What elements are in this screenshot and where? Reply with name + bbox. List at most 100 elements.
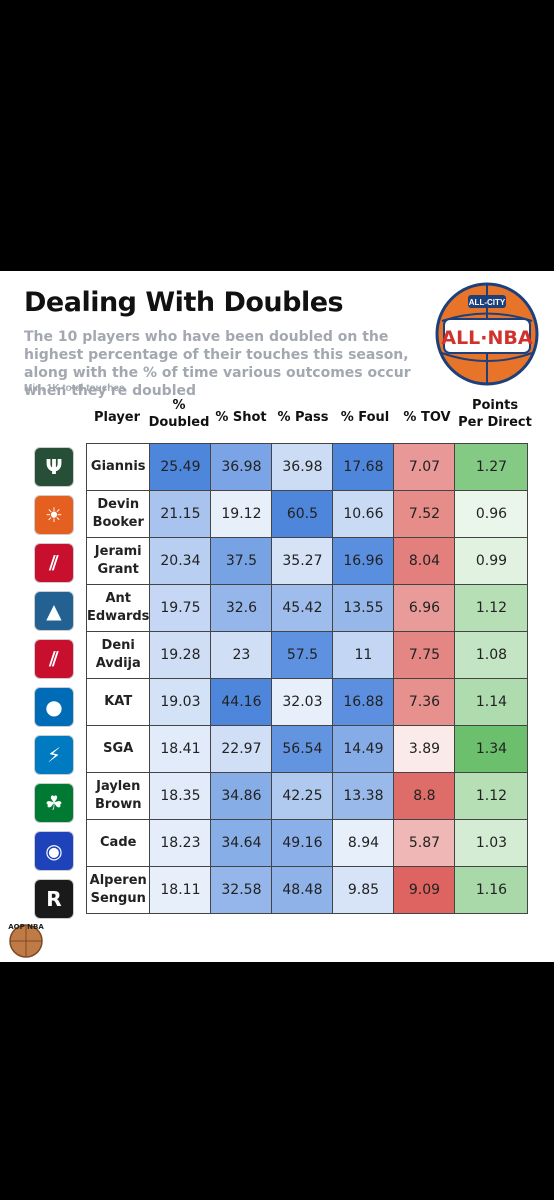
- data-cell: 60.5: [271, 490, 334, 538]
- table-row: KAT 19.03 44.16 32.03 16.88 7.36 1.14: [85, 678, 529, 726]
- team-logo-glyph: ☀: [45, 503, 63, 527]
- player-name-part: Grant: [97, 562, 139, 577]
- table-row: Giannis 25.49 36.98 36.98 17.68 7.07 1.27: [85, 443, 529, 491]
- data-cell: 1.08: [454, 631, 529, 679]
- player-name-part: Brown: [94, 797, 142, 812]
- player-name-part: Jerami: [94, 544, 142, 559]
- data-cell: 36.98: [271, 443, 334, 491]
- data-cell: 5.87: [393, 819, 456, 867]
- bucks-logo-icon: Ψ: [34, 447, 74, 487]
- team-logo-glyph: ▲: [46, 599, 62, 623]
- player-name-part: Alperen: [89, 873, 147, 888]
- data-cell: 6.96: [393, 584, 456, 632]
- data-cell: 18.35: [149, 772, 212, 820]
- table-row: Ant Edwards 19.75 32.6 45.42 13.55 6.96 1.12: [85, 584, 529, 632]
- data-cell: 10.66: [332, 490, 395, 538]
- player-name-part: Deni: [101, 638, 135, 653]
- header-doubled: % Doubled: [148, 398, 210, 430]
- data-cell: 32.03: [271, 678, 334, 726]
- data-cell: 9.85: [332, 866, 395, 914]
- player-name-part: KAT: [104, 694, 133, 709]
- header-foul: % Foul: [340, 410, 390, 425]
- pistons-logo-icon: ◉: [34, 831, 74, 871]
- data-cell: 48.48: [271, 866, 334, 914]
- data-cell: 14.49: [332, 725, 395, 773]
- stats-table: Giannis 25.49 36.98 36.98 17.68 7.07 1.27 Devin…: [85, 443, 529, 914]
- player-name-part: Devin: [97, 497, 140, 512]
- table-row: Deni Avdija 19.28 23 57.5 11 7.75 1.08: [85, 631, 529, 679]
- table-row: Devin Booker 21.15 19.12 60.5 10.66 7.52 0.96: [85, 490, 529, 538]
- header-player: Player: [93, 410, 141, 425]
- knicks-logo-icon: ●: [34, 687, 74, 727]
- data-cell: 8.04: [393, 537, 456, 585]
- celtics-logo-icon: ☘: [34, 783, 74, 823]
- data-cell: 7.07: [393, 443, 456, 491]
- player-name-part: Cade: [100, 835, 137, 850]
- rockets-logo-icon: R: [34, 879, 74, 919]
- data-cell: 8.8: [393, 772, 456, 820]
- data-cell: 1.03: [454, 819, 529, 867]
- data-cell: 18.23: [149, 819, 212, 867]
- player-name: Giannis: [85, 443, 151, 491]
- data-cell: 22.97: [210, 725, 273, 773]
- data-cell: 17.68: [332, 443, 395, 491]
- watermark-text: AOP NBA: [8, 923, 44, 931]
- data-cell: 56.54: [271, 725, 334, 773]
- data-cell: 8.94: [332, 819, 395, 867]
- player-name-part: Avdija: [95, 656, 141, 671]
- blazers-logo-icon: ⫽: [34, 543, 74, 583]
- timberwolves-logo-icon: ▲: [34, 591, 74, 631]
- chart-subtitle: The 10 players who have been doubled on …: [24, 329, 411, 399]
- data-cell: 37.5: [210, 537, 273, 585]
- chart-title: Dealing With Doubles: [24, 287, 344, 318]
- data-cell: 3.89: [393, 725, 456, 773]
- team-logo-glyph: ⫽: [49, 551, 59, 575]
- data-cell: 16.88: [332, 678, 395, 726]
- team-logo-glyph: ⚡: [46, 743, 62, 767]
- aop-nba-watermark: AOP NBA: [8, 923, 44, 958]
- data-cell: 1.34: [454, 725, 529, 773]
- data-cell: 1.12: [454, 584, 529, 632]
- data-cell: 35.27: [271, 537, 334, 585]
- logo-main-text: ALL·NBA: [441, 327, 533, 349]
- player-name: Jaylen Brown: [85, 772, 151, 820]
- table-row: Alperen Sengun 18.11 32.58 48.48 9.85 9.09 1.16: [85, 866, 529, 914]
- infographic-card: Dealing With Doubles The 10 players who …: [0, 271, 554, 962]
- data-cell: 0.99: [454, 537, 529, 585]
- header-ppd: Points Per Direct: [458, 398, 532, 430]
- player-name-part: Ant: [105, 591, 131, 606]
- player-name: Alperen Sengun: [85, 866, 151, 914]
- data-cell: 20.34: [149, 537, 212, 585]
- data-cell: 34.64: [210, 819, 273, 867]
- data-cell: 21.15: [149, 490, 212, 538]
- suns-logo-icon: ☀: [34, 495, 74, 535]
- all-nba-logo: ALL·NBA ALL-CITY: [435, 282, 539, 386]
- player-name-part: Giannis: [90, 459, 146, 474]
- team-logo-glyph: ●: [45, 695, 63, 719]
- data-cell: 0.96: [454, 490, 529, 538]
- player-name: Devin Booker: [85, 490, 151, 538]
- data-cell: 25.49: [149, 443, 212, 491]
- player-name: SGA: [85, 725, 151, 773]
- player-name-part: Jaylen: [96, 779, 141, 794]
- player-name: Cade: [85, 819, 151, 867]
- table-row: Cade 18.23 34.64 49.16 8.94 5.87 1.03: [85, 819, 529, 867]
- table-row: SGA 18.41 22.97 56.54 14.49 3.89 1.34: [85, 725, 529, 773]
- player-name: Jerami Grant: [85, 537, 151, 585]
- blazers-logo-icon: ⫽: [34, 639, 74, 679]
- team-logo-glyph: ☘: [45, 791, 63, 815]
- data-cell: 7.75: [393, 631, 456, 679]
- data-cell: 57.5: [271, 631, 334, 679]
- data-cell: 7.52: [393, 490, 456, 538]
- data-cell: 18.11: [149, 866, 212, 914]
- header-shot: % Shot: [215, 410, 267, 425]
- team-logo-glyph: Ψ: [45, 455, 63, 479]
- data-cell: 34.86: [210, 772, 273, 820]
- data-cell: 32.6: [210, 584, 273, 632]
- header-tov: % TOV: [403, 410, 451, 425]
- data-cell: 1.27: [454, 443, 529, 491]
- player-name-part: Sengun: [90, 891, 146, 906]
- player-name-part: SGA: [103, 741, 134, 756]
- team-logo-glyph: R: [46, 887, 62, 911]
- data-cell: 19.75: [149, 584, 212, 632]
